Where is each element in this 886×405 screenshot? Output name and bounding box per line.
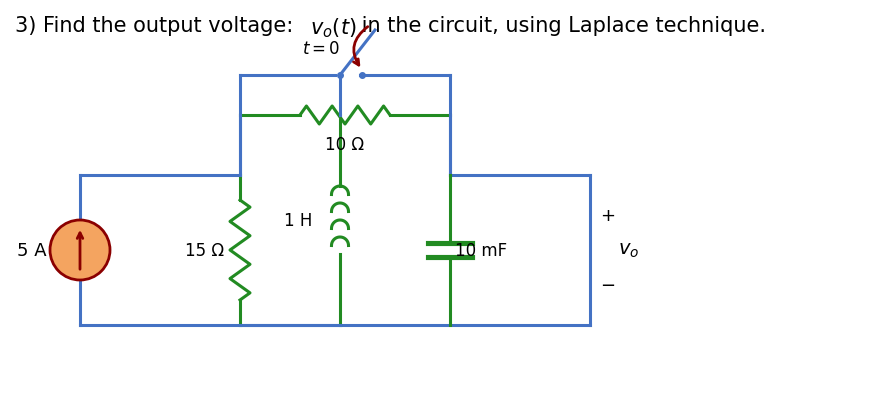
Text: $t = 0$: $t = 0$ <box>302 40 340 58</box>
Text: 15 Ω: 15 Ω <box>185 241 224 259</box>
Text: 10 Ω: 10 Ω <box>325 136 364 153</box>
Text: $v_o$: $v_o$ <box>618 241 640 260</box>
Text: 5 A: 5 A <box>17 241 47 259</box>
Text: 3) Find the output voltage:: 3) Find the output voltage: <box>15 16 299 36</box>
Text: +: + <box>601 207 616 224</box>
Text: $v_o(t)$: $v_o(t)$ <box>310 16 356 40</box>
Text: in the circuit, using Laplace technique.: in the circuit, using Laplace technique. <box>355 16 766 36</box>
Text: 10 mF: 10 mF <box>455 241 507 259</box>
Text: 1 H: 1 H <box>284 211 312 230</box>
Text: −: − <box>601 276 616 294</box>
Circle shape <box>50 220 110 280</box>
